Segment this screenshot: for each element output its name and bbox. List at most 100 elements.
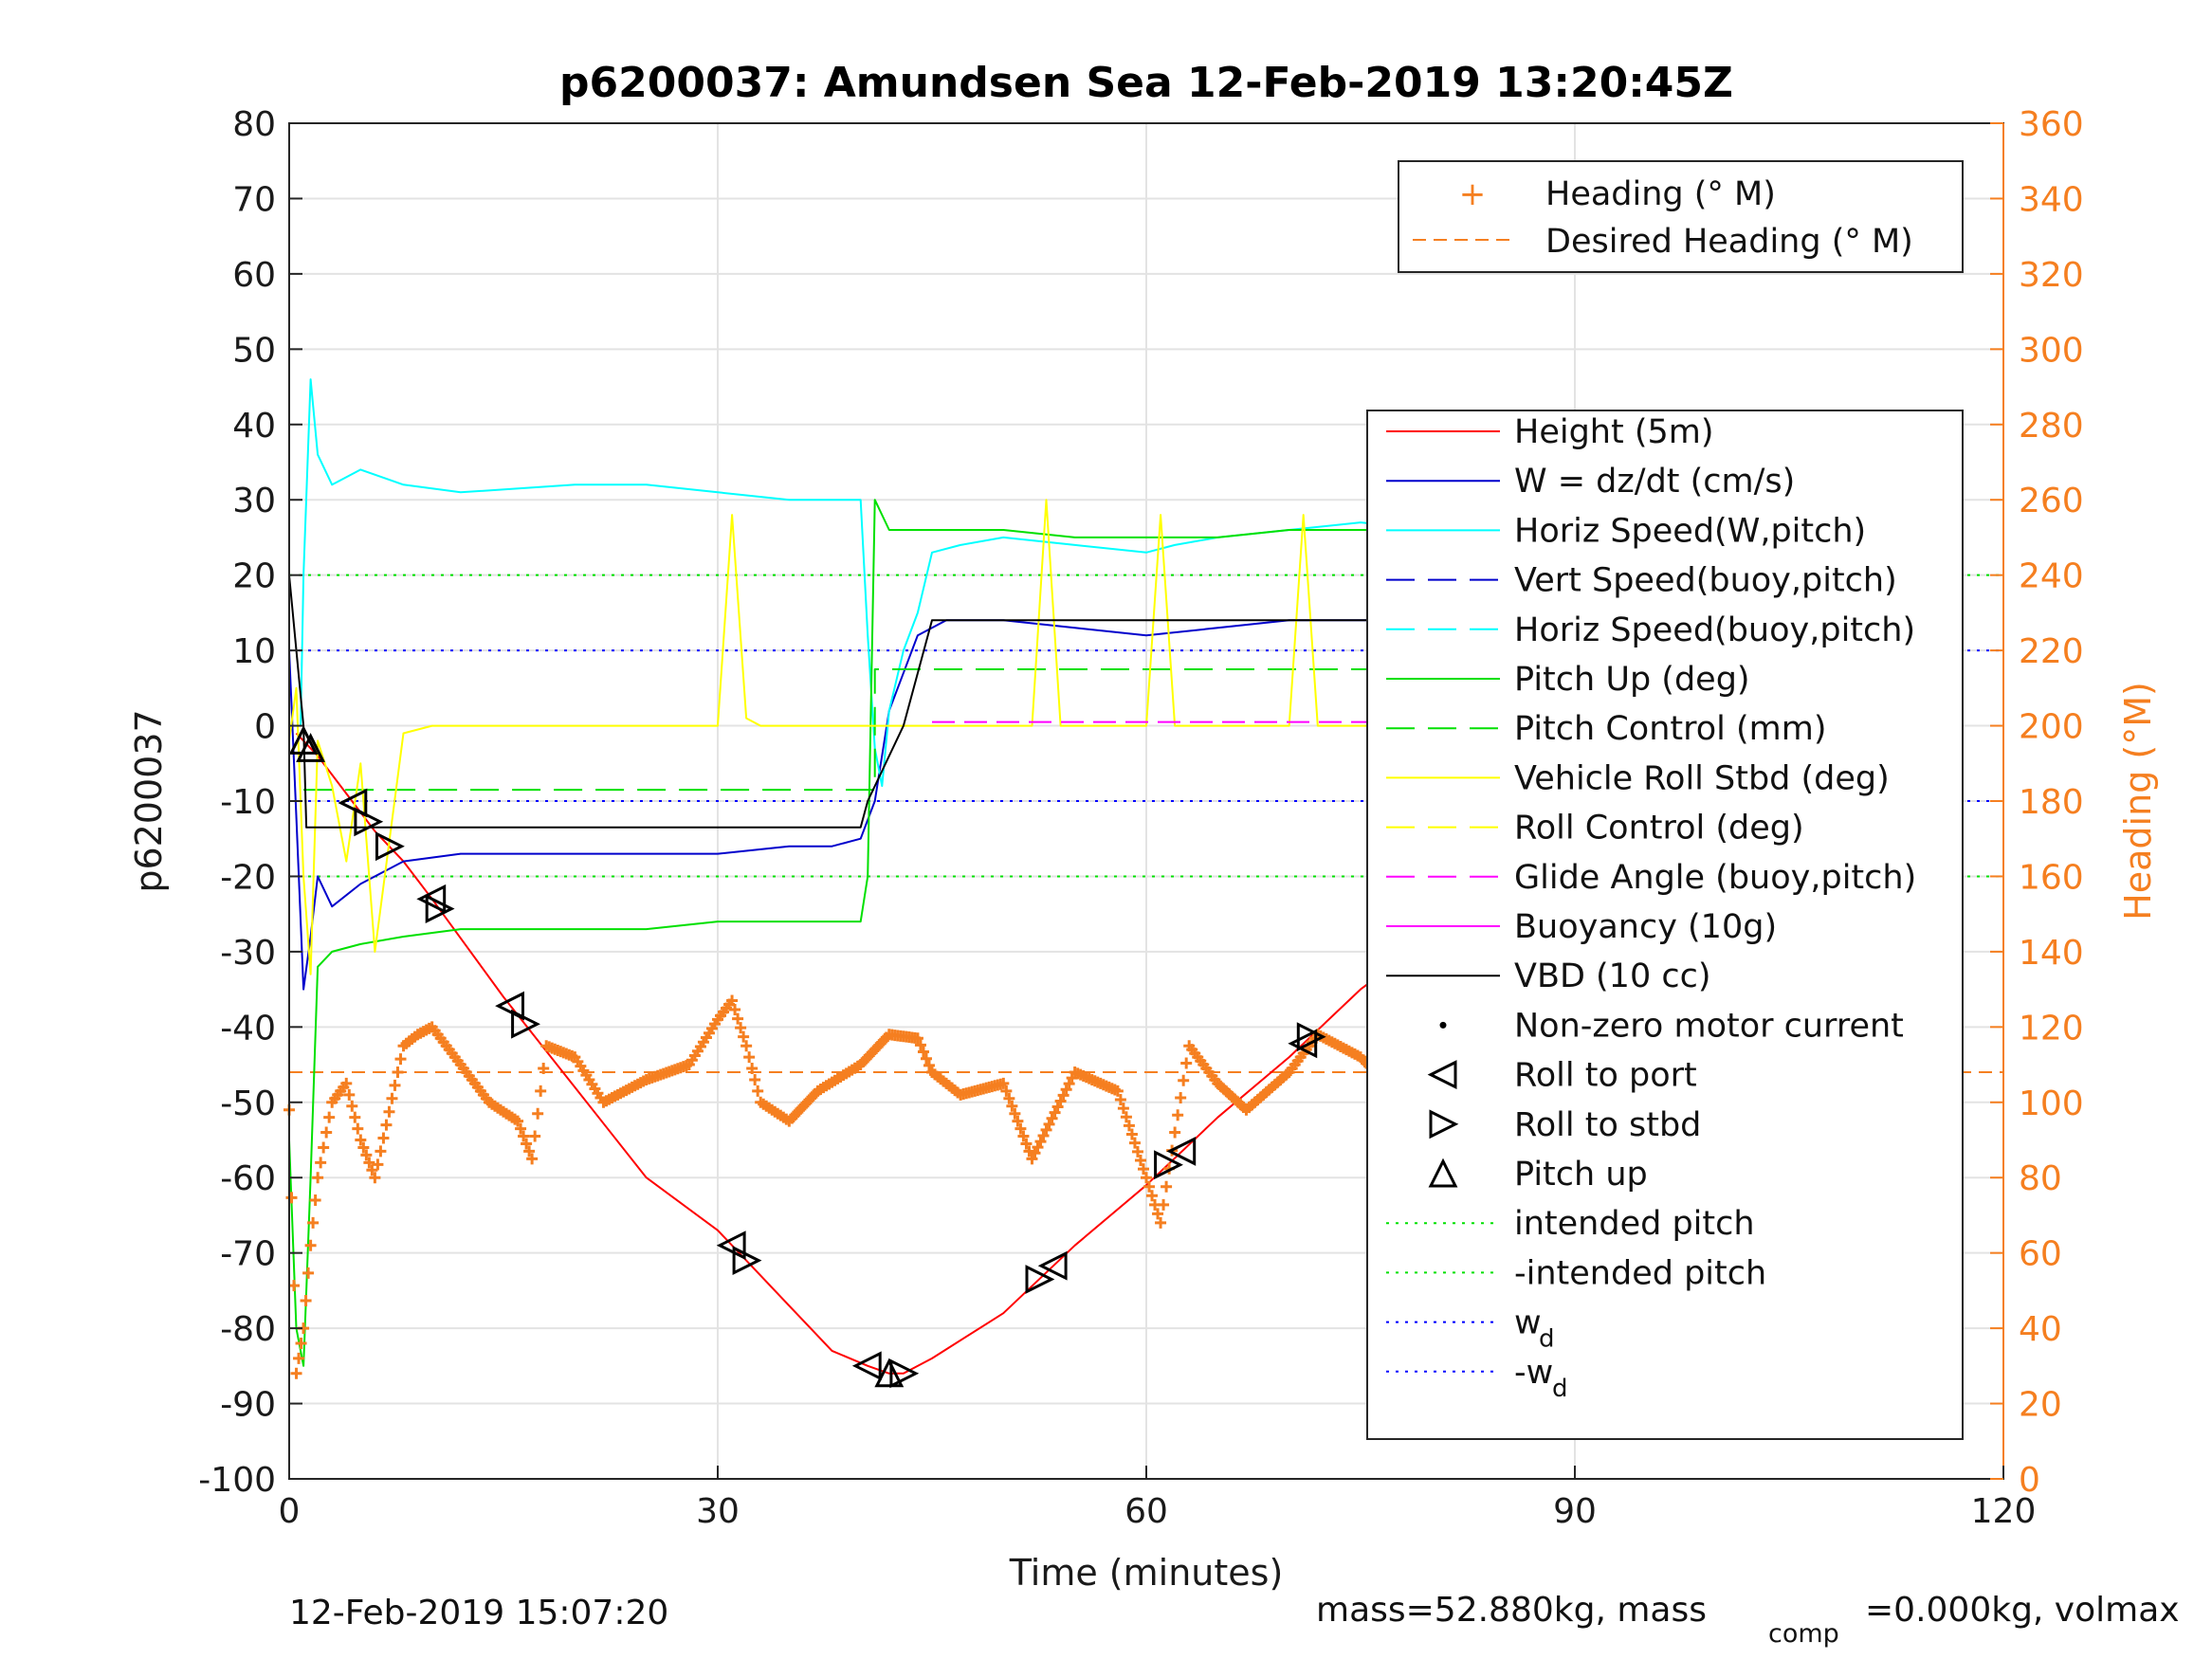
heading-marker	[1034, 1136, 1047, 1148]
heading-marker	[1117, 1103, 1129, 1115]
heading-marker	[914, 1039, 926, 1051]
heading-marker	[1032, 1141, 1044, 1154]
heading-marker	[1003, 1092, 1015, 1104]
heading-marker	[1040, 1123, 1052, 1136]
legend-entry-label: Glide Angle (buoy,pitch)	[1514, 859, 1916, 897]
x-axis: 0 30 60 90 120	[279, 1466, 2037, 1531]
heading-marker	[349, 1111, 361, 1123]
heading-marker	[1131, 1145, 1143, 1158]
y-right-tick-label: 120	[2019, 1009, 2084, 1048]
roll-to-port-marker	[338, 788, 368, 818]
heading-marker	[743, 1051, 756, 1064]
heading-marker	[1006, 1100, 1018, 1112]
y-right-tick-label: 100	[2019, 1085, 2084, 1123]
roll-to-stbd-marker	[375, 831, 405, 862]
heading-marker	[366, 1164, 378, 1176]
heading-marker	[752, 1085, 764, 1097]
heading-marker	[749, 1073, 761, 1085]
heading-marker	[315, 1157, 327, 1169]
heading-marker	[309, 1194, 321, 1207]
y-tick-label: 50	[232, 331, 276, 370]
legend-wd-label: w	[1514, 1304, 1542, 1342]
heading-marker	[1141, 1172, 1152, 1184]
legend-entry-label: Vert Speed(buoy,pitch)	[1514, 562, 1897, 600]
heading-marker	[1037, 1130, 1050, 1141]
y-tick-label: -30	[220, 934, 276, 973]
legend-neg-wd-sub: d	[1552, 1375, 1568, 1403]
roll-to-stbd-marker	[1296, 1022, 1326, 1052]
heading-marker	[300, 1294, 312, 1306]
heading-marker	[285, 1192, 298, 1204]
legend-entry-label: Roll Control (deg)	[1514, 810, 1804, 848]
y-right-tick-label: 200	[2019, 708, 2084, 747]
heading-marker	[1026, 1153, 1038, 1165]
heading-marker	[1000, 1085, 1013, 1097]
roll-to-stbd-marker	[732, 1246, 762, 1276]
y-axis-label-left: p6200037	[128, 709, 170, 892]
legend-main: Height (5m) W = dz/dt (cm/s) Horiz Speed(W…	[1366, 410, 1964, 1440]
x-tick-label: 120	[1971, 1492, 2037, 1531]
heading-marker	[1054, 1095, 1067, 1107]
heading-marker	[1155, 1216, 1167, 1229]
heading-marker	[1017, 1130, 1030, 1142]
heading-marker	[1125, 1128, 1138, 1140]
heading-marker	[363, 1157, 375, 1169]
y-tick-label: -50	[220, 1085, 276, 1123]
heading-marker	[1029, 1147, 1041, 1159]
legend-entry-label: Horiz Speed(W,pitch)	[1514, 512, 1866, 550]
legend-entry-label: VBD (10 cc)	[1514, 957, 1711, 995]
y-axis-left: 80 70 60 50 40 30 20 10 0 -10 -20 -30 -40 -50 -60 -70 -8…	[198, 105, 302, 1500]
legend-heading-label: Heading (° M)	[1545, 175, 1776, 213]
heading-marker	[529, 1130, 541, 1142]
roll-to-stbd-marker	[511, 1009, 540, 1039]
heading-marker	[386, 1092, 398, 1104]
x-tick-label: 30	[696, 1492, 740, 1531]
legend-entry-label: W = dz/dt (cm/s)	[1514, 463, 1795, 501]
y-tick-label: -10	[220, 783, 276, 822]
legend-heading-box	[1398, 160, 1964, 273]
y-right-tick-label: 60	[2019, 1235, 2062, 1274]
legend-entry-label: intended pitch	[1514, 1205, 1755, 1243]
x-tick-label: 60	[1124, 1492, 1168, 1531]
y-right-tick-label: 140	[2019, 934, 2084, 973]
heading-marker	[917, 1046, 929, 1058]
heading-marker	[1009, 1107, 1021, 1120]
footer-mass: mass=52.880kg, mass comp =0.000kg, volma…	[1316, 1591, 2180, 1649]
y-tick-label: -70	[220, 1235, 276, 1274]
x-axis-label: Time (minutes)	[1009, 1552, 1284, 1594]
y-tick-label: 70	[232, 180, 276, 219]
heading-marker	[1152, 1208, 1164, 1220]
heading-marker	[380, 1119, 393, 1131]
heading-marker	[288, 1280, 301, 1292]
y-axis-right: 3603403203002802602402202001801601401201…	[1990, 105, 2084, 1500]
legend-entry-label: Buoyancy (10g)	[1514, 908, 1777, 946]
footer-mass-text-1: mass=52.880kg, mass	[1316, 1591, 1707, 1630]
heading-marker	[535, 1085, 547, 1097]
heading-marker	[512, 1115, 524, 1127]
heading-marker	[377, 1132, 390, 1144]
y-tick-label: -60	[220, 1159, 276, 1198]
y-right-tick-label: 280	[2019, 407, 2084, 446]
roll-to-stbd-marker	[889, 1358, 920, 1389]
heading-marker	[394, 1053, 407, 1066]
roll-to-port-marker	[416, 884, 447, 914]
heading-marker	[1161, 1180, 1173, 1193]
heading-marker	[1012, 1115, 1024, 1127]
legend-entry-label: Pitch Control (mm)	[1514, 710, 1826, 748]
heading-marker	[392, 1066, 404, 1078]
heading-marker	[746, 1063, 759, 1075]
heading-marker	[538, 1063, 550, 1075]
y-right-tick-label: 360	[2019, 105, 2084, 144]
heading-marker	[1172, 1109, 1184, 1121]
y-right-tick-label: 320	[2019, 256, 2084, 295]
heading-marker	[372, 1158, 384, 1171]
legend-swatch-marker	[1429, 1109, 1459, 1139]
pitch-up-marker	[874, 1358, 905, 1388]
legend-heading: + Heading (° M) Desired Heading (° M)	[1398, 160, 1964, 273]
footer-timestamp: 12-Feb-2019 15:07:20	[289, 1594, 668, 1632]
y-axis-label-right: Heading (°M)	[2117, 682, 2159, 921]
heading-marker	[389, 1079, 401, 1091]
y-right-tick-label: 160	[2019, 858, 2084, 897]
heading-marker	[346, 1100, 358, 1112]
